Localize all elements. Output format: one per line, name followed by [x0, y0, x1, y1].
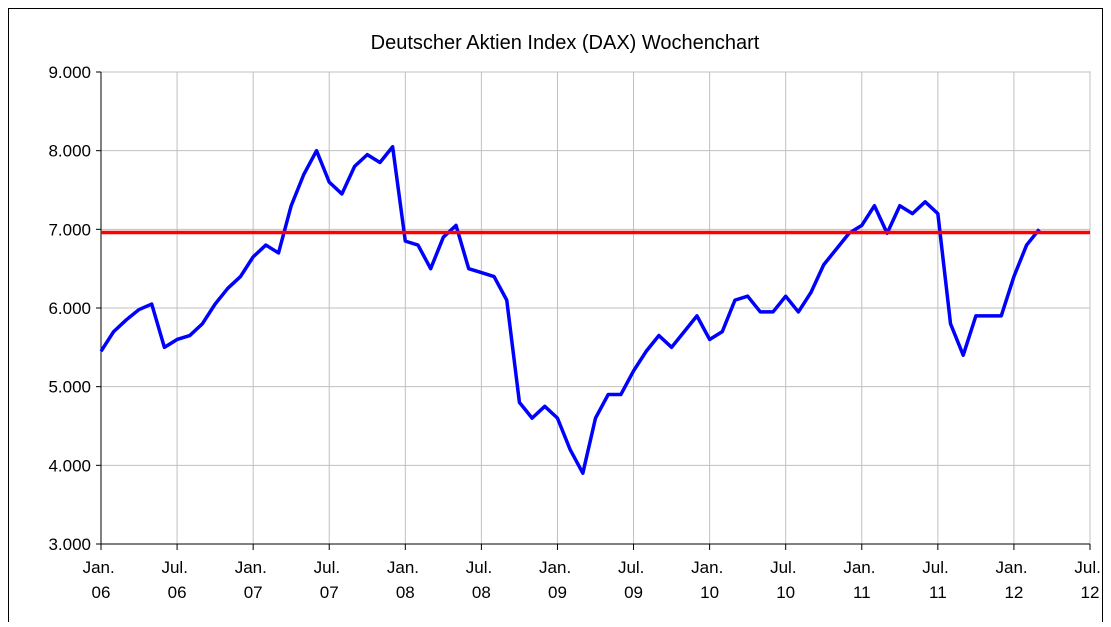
x-tick-label: Jul. 11 [922, 558, 953, 602]
x-tick-label: Jul. 07 [314, 558, 345, 602]
x-tick-label: Jan. 09 [539, 558, 576, 602]
y-tick-label: 8.000 [48, 142, 91, 161]
x-tick-label: Jul. 08 [466, 558, 497, 602]
data-line [99, 144, 1041, 475]
x-tick-label: Jan. 06 [83, 558, 120, 602]
y-tick-label: 3.000 [48, 535, 91, 554]
x-tick-label: Jul. 06 [161, 558, 192, 602]
chart-frame [8, 8, 1103, 627]
y-tick-label: 5.000 [48, 378, 91, 397]
y-tick-label: 9.000 [48, 63, 91, 82]
x-tick-label: Jan. 08 [387, 558, 424, 602]
x-tick-label: Jul. 10 [770, 558, 801, 602]
x-tick-label: Jul. 09 [618, 558, 649, 602]
x-tick-label: Jan. 12 [995, 558, 1032, 602]
y-tick-label: 6.000 [48, 299, 91, 318]
x-tick-label: Jan. 10 [691, 558, 728, 602]
x-tick-label: Jul. 12 [1074, 558, 1105, 602]
y-tick-label: 4.000 [48, 456, 91, 475]
y-tick-label: 7.000 [48, 220, 91, 239]
x-tick-label: Jan. 11 [843, 558, 880, 602]
chart-title: Deutscher Aktien Index (DAX) Wochenchart [371, 32, 760, 54]
x-tick-label: Jan. 07 [235, 558, 272, 602]
